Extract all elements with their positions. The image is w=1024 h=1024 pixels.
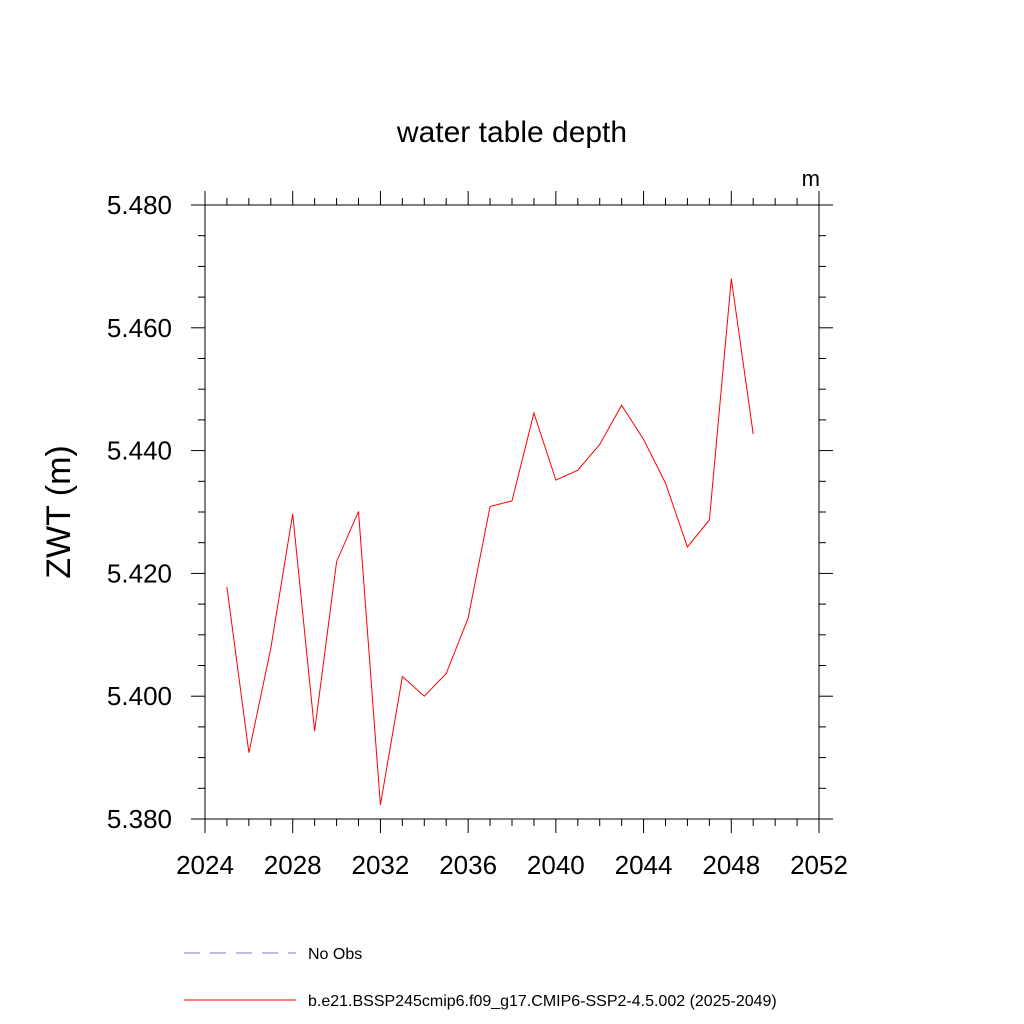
legend-label: No Obs [308,946,362,963]
x-tick-label: 2028 [264,850,322,880]
plot-frame [204,204,820,820]
y-tick-label: 5.380 [107,804,172,834]
y-tick-label: 5.460 [107,313,172,343]
series-line-1 [226,278,754,805]
chart-title: water table depth [396,116,627,149]
y-tick-label: 5.480 [107,190,172,220]
x-tick-label: 2036 [439,850,497,880]
y-tick-label: 5.440 [107,436,172,466]
series-layer [226,278,754,805]
legend-label: b.e21.BSSP245cmip6.f09_g17.CMIP6-SSP2-4.… [308,993,777,1010]
axis-ticks [191,191,833,833]
y-tick-label: 5.400 [107,681,172,711]
x-tick-label: 2040 [527,850,585,880]
legend: No Obs b.e21.BSSP245cmip6.f09_g17.CMIP6-S… [184,946,777,1010]
x-tick-label: 2032 [352,850,410,880]
y-tick-label: 5.420 [107,558,172,588]
x-tick-label: 2044 [615,850,673,880]
x-tick-label: 2052 [790,850,848,880]
y-axis-label: ZWT (m) [40,445,78,578]
x-tick-label: 2048 [702,850,760,880]
units-label: m [802,166,820,191]
tick-labels: 2024 2028 2032 2036 2040 2044 2048 2052 5.380 5.4… [107,190,848,880]
x-tick-label: 2024 [176,850,234,880]
